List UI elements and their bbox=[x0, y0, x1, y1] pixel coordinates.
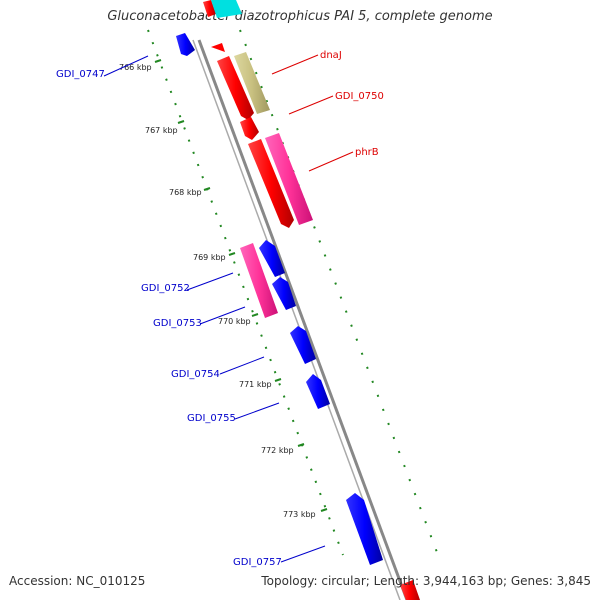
gene-label-gdi0752: GDI_0752 bbox=[141, 283, 190, 294]
gene-label-gdi0753: GDI_0753 bbox=[153, 318, 202, 329]
backbone-line-outer bbox=[197, 39, 409, 600]
gene-features bbox=[176, 0, 420, 600]
gene-arrow-gdi0754[interactable] bbox=[290, 326, 316, 364]
gene-arrow-red-small2[interactable] bbox=[240, 117, 259, 140]
gene-arrow-cyan[interactable] bbox=[211, 0, 242, 18]
tick-label: 771 kbp bbox=[239, 380, 272, 389]
gene-label-gdi0755: GDI_0755 bbox=[187, 413, 236, 424]
gene-arrow-olive[interactable] bbox=[234, 52, 270, 114]
gene-arrow-red-bottom[interactable] bbox=[400, 580, 420, 600]
gene-arrow-gdi0747[interactable] bbox=[176, 33, 195, 56]
tick-label: 766 kbp bbox=[119, 63, 152, 72]
gene-label-gdi0750: GDI_0750 bbox=[335, 91, 384, 102]
leader-lines bbox=[103, 54, 354, 563]
gene-label-gdi0757: GDI_0757 bbox=[233, 557, 282, 568]
gene-arrow-dnaj[interactable] bbox=[217, 56, 254, 120]
tick-label: 773 kbp bbox=[283, 510, 316, 519]
gene-arrow-gdi0755[interactable] bbox=[306, 374, 330, 409]
gene-label-phrb: phrB bbox=[355, 147, 379, 158]
tick-label: 769 kbp bbox=[193, 253, 226, 262]
gene-arrow-gdi0753[interactable] bbox=[272, 277, 296, 310]
gene-arrow-small-red[interactable] bbox=[211, 43, 225, 52]
gene-arrow-red-long[interactable] bbox=[248, 139, 294, 228]
topology-text: Topology: circular; Length: 3,944,163 bp… bbox=[261, 574, 591, 588]
gene-arrow-phrb[interactable] bbox=[265, 133, 313, 225]
tick-label: 768 kbp bbox=[169, 188, 202, 197]
accession-text: Accession: NC_010125 bbox=[9, 574, 146, 588]
ruler-major-ticks bbox=[154, 59, 328, 512]
gene-label-gdi0754: GDI_0754 bbox=[171, 369, 220, 380]
gene-arrow-gdi0752[interactable] bbox=[240, 243, 278, 318]
gene-label-gdi0747: GDI_0747 bbox=[56, 69, 105, 80]
tick-label: 767 kbp bbox=[145, 126, 178, 135]
gene-arrow-gdi0757[interactable] bbox=[346, 493, 383, 565]
tick-label: 770 kbp bbox=[218, 317, 251, 326]
gene-arrow-blue-769[interactable] bbox=[259, 240, 285, 277]
tick-label: 772 kbp bbox=[261, 446, 294, 455]
map-title: Gluconacetobacter diazotrophicus PAI 5, … bbox=[107, 9, 493, 24]
gene-arrow-red[interactable] bbox=[203, 0, 216, 17]
gene-label-dnaj: dnaJ bbox=[320, 50, 342, 61]
